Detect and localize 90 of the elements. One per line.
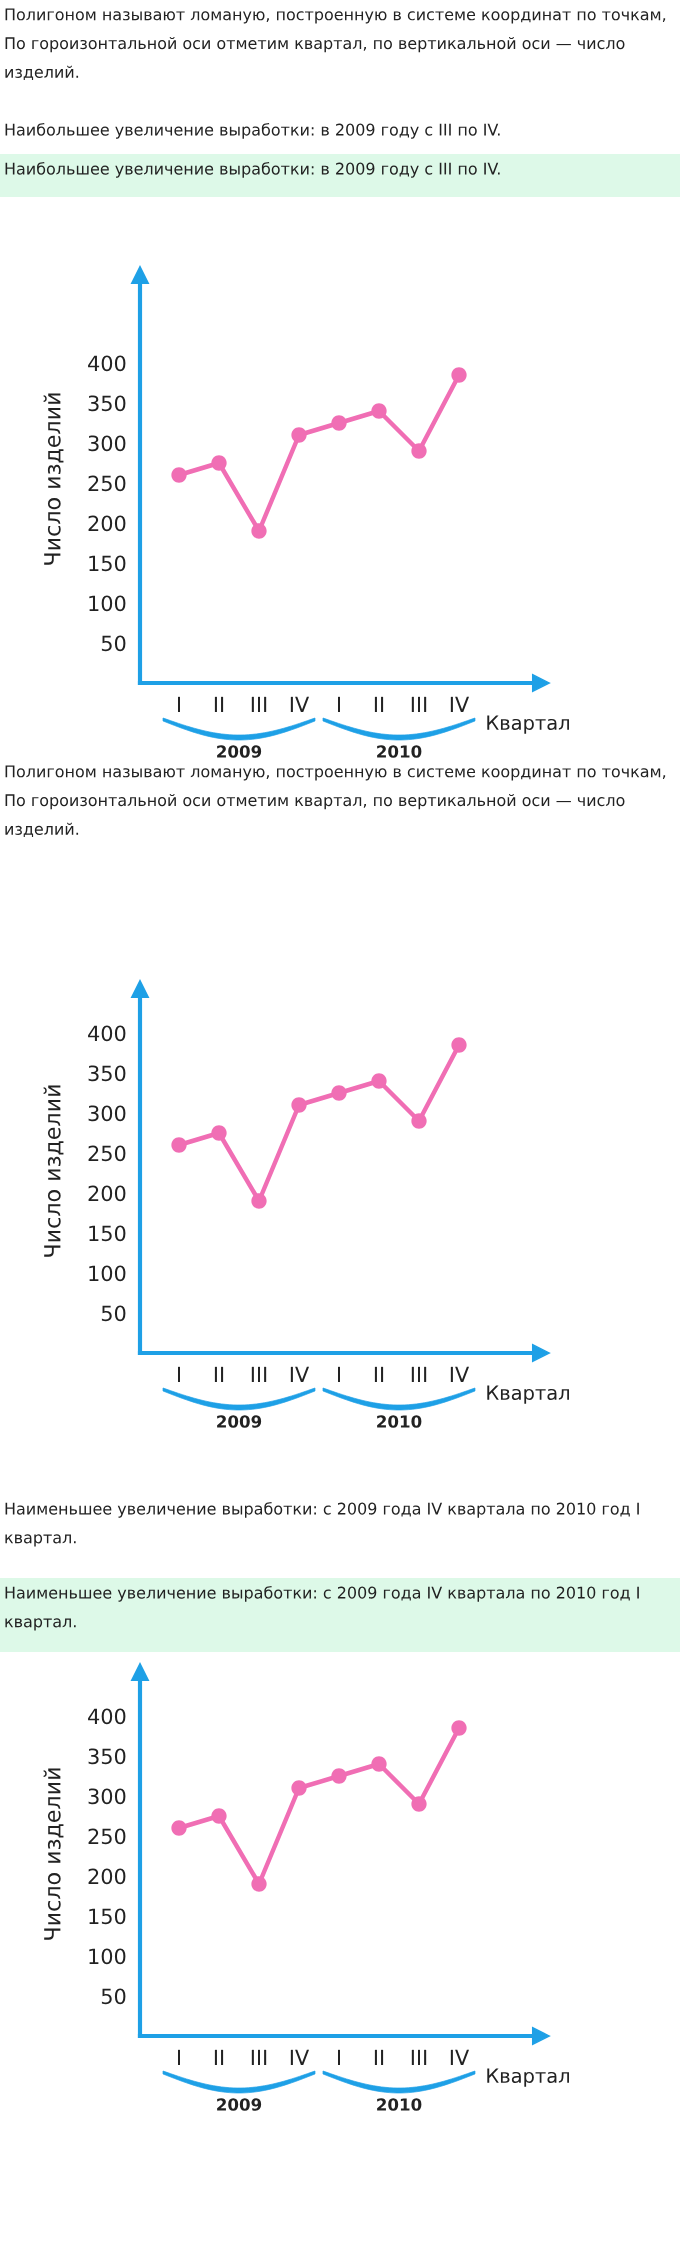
x-tick-label: I: [337, 1366, 341, 1383]
y-tick-label: 250: [88, 1828, 126, 1845]
y-tick-label: 150: [89, 1908, 126, 1925]
y-tick-label: 150: [89, 1225, 126, 1242]
x-tick-label: III: [251, 1366, 267, 1383]
point: [331, 1085, 347, 1101]
text: Наибольшее увеличение выработки: в 2009 году с III по IV.: [5, 162, 500, 178]
point: [411, 1796, 427, 1812]
point: [451, 1720, 467, 1736]
point: [251, 1193, 267, 1209]
y-tick-label: 200: [88, 515, 126, 532]
x-tick-label: IV: [450, 696, 470, 713]
point: [371, 403, 387, 419]
text: 2010: [377, 745, 422, 758]
point: [371, 1756, 387, 1772]
x-tick-label: II: [214, 2049, 224, 2066]
y-tick-label: 300: [88, 1105, 126, 1122]
y-axis-title: Число изделий: [43, 393, 64, 565]
y-tick-label: 200: [88, 1868, 126, 1885]
x-tick-label: II: [374, 2049, 384, 2066]
x-tick-label: II: [374, 696, 384, 713]
point: [251, 1876, 267, 1892]
x-tick-label: III: [411, 2049, 427, 2066]
point: [451, 367, 467, 383]
y-tick-label: 300: [88, 435, 126, 452]
y-axis-title: Число изделий: [43, 1085, 64, 1257]
y-tick-label: 50: [101, 1305, 126, 1322]
text: Наименьшее увеличение выработки: с 2009 года IV квартала по 2010 год I квартал.: [5, 1502, 639, 1547]
text: Полигоном называют ломаную, построенную в системе координат по точкам, По гороизонтальной оси отметим квартал, по вертикальной оси — число изделий.: [5, 8, 666, 80]
x-tick-label: I: [177, 2049, 181, 2066]
x-tick-label: II: [214, 1366, 224, 1383]
y-tick-label: 50: [101, 635, 126, 652]
y-axis-title: Число изделий: [43, 1768, 64, 1940]
y-tick-label: 400: [88, 355, 126, 372]
x-axis-title: Квартал: [487, 715, 569, 734]
y-tick-label: 50: [101, 1988, 126, 2005]
y-tick-label: 250: [88, 1145, 126, 1162]
point: [331, 415, 347, 431]
y-tick-label: 250: [88, 475, 126, 492]
y-tick-label: 100: [89, 1265, 126, 1282]
text: Наименьшее увеличение выработки: с 2009 года IV квартала по 2010 год I квартал.: [5, 1586, 639, 1631]
point: [171, 467, 187, 483]
point: [211, 455, 227, 471]
x-tick-label: IV: [450, 1366, 470, 1383]
x-axis-title: Квартал: [487, 1385, 569, 1404]
text: Наибольшее увеличение выработки: в 2009 году с III по IV.: [5, 123, 500, 139]
x-tick-label: II: [374, 1366, 384, 1383]
point: [251, 523, 267, 539]
point: [171, 1137, 187, 1153]
x-tick-label: III: [251, 2049, 267, 2066]
point: [291, 1097, 307, 1113]
y-tick-label: 150: [89, 555, 126, 572]
x-axis-title: Квартал: [487, 2068, 569, 2087]
x-tick-label: I: [337, 696, 341, 713]
x-tick-label: I: [337, 2049, 341, 2066]
point: [171, 1820, 187, 1836]
text: 2010: [377, 1415, 422, 1428]
point: [291, 1780, 307, 1796]
y-tick-label: 300: [88, 1788, 126, 1805]
text: 2009: [217, 2098, 262, 2111]
text: Полигоном называют ломаную, построенную в системе координат по точкам, По гороизонтальной оси отметим квартал, по вертикальной оси — число изделий.: [5, 765, 666, 837]
x-tick-label: IV: [290, 2049, 310, 2066]
y-tick-label: 100: [89, 595, 126, 612]
point: [291, 427, 307, 443]
point: [211, 1808, 227, 1824]
x-tick-label: I: [177, 1366, 181, 1383]
x-tick-label: III: [411, 1366, 427, 1383]
x-tick-label: II: [214, 696, 224, 713]
y-tick-label: 350: [88, 1065, 126, 1082]
y-tick-label: 200: [88, 1185, 126, 1202]
x-tick-label: III: [251, 696, 267, 713]
point: [411, 1113, 427, 1129]
x-tick-label: III: [411, 696, 427, 713]
point: [411, 443, 427, 459]
x-tick-label: IV: [290, 696, 310, 713]
point: [451, 1037, 467, 1053]
point: [331, 1768, 347, 1784]
text: 2009: [217, 745, 262, 758]
x-tick-label: I: [177, 696, 181, 713]
text: 2009: [217, 1415, 262, 1428]
y-tick-label: 400: [88, 1025, 126, 1042]
y-tick-label: 350: [88, 1748, 126, 1765]
y-tick-label: 350: [88, 395, 126, 412]
y-tick-label: 400: [88, 1708, 126, 1725]
x-tick-label: IV: [290, 1366, 310, 1383]
text: 2010: [377, 2098, 422, 2111]
y-tick-label: 100: [89, 1948, 126, 1965]
point: [371, 1073, 387, 1089]
point: [211, 1125, 227, 1141]
x-tick-label: IV: [450, 2049, 470, 2066]
